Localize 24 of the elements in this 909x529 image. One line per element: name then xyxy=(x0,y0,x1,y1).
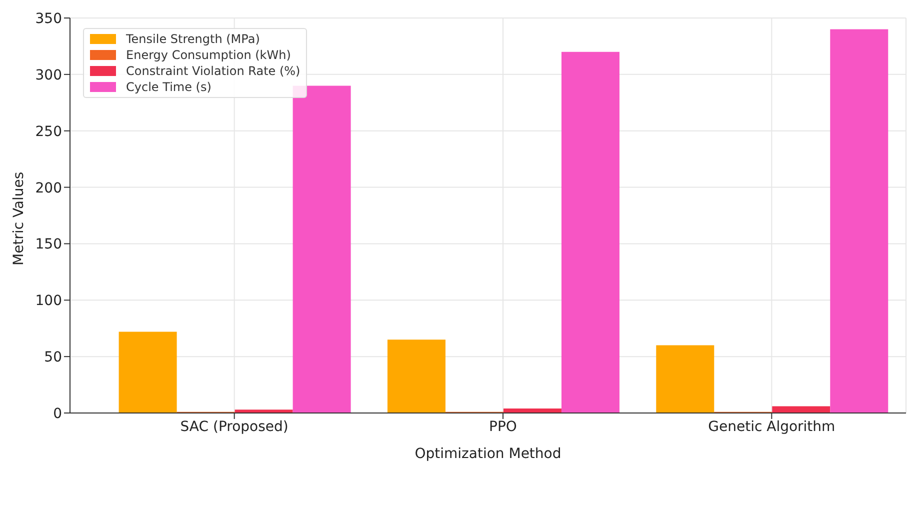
legend-label: Cycle Time (s) xyxy=(126,79,212,95)
bar xyxy=(561,52,620,413)
bar xyxy=(292,86,351,413)
y-tick-label: 150 xyxy=(35,236,62,253)
bar xyxy=(656,345,714,413)
y-axis-title: Metric Values xyxy=(10,172,27,266)
x-tick-label: Genetic Algorithm xyxy=(708,418,836,435)
x-tick-label: PPO xyxy=(489,418,517,435)
bar xyxy=(772,406,830,413)
x-tick-label: SAC (Proposed) xyxy=(180,418,288,435)
y-tick-label: 100 xyxy=(35,293,62,310)
bar xyxy=(118,332,177,413)
legend-label: Tensile Strength (MPa) xyxy=(126,31,260,47)
legend-label: Energy Consumption (kWh) xyxy=(126,47,291,63)
y-tick-label: 0 xyxy=(53,406,62,422)
y-tick-label: 200 xyxy=(35,180,62,196)
y-tick-label: 250 xyxy=(35,124,62,140)
bar xyxy=(387,340,446,413)
y-tick-label: 300 xyxy=(35,67,62,84)
x-axis-title: Optimization Method xyxy=(414,446,562,462)
legend-label: Constraint Violation Rate (%) xyxy=(126,63,300,79)
bar xyxy=(830,29,888,413)
y-tick-label: 50 xyxy=(44,350,62,366)
y-tick-label: 350 xyxy=(35,10,62,27)
